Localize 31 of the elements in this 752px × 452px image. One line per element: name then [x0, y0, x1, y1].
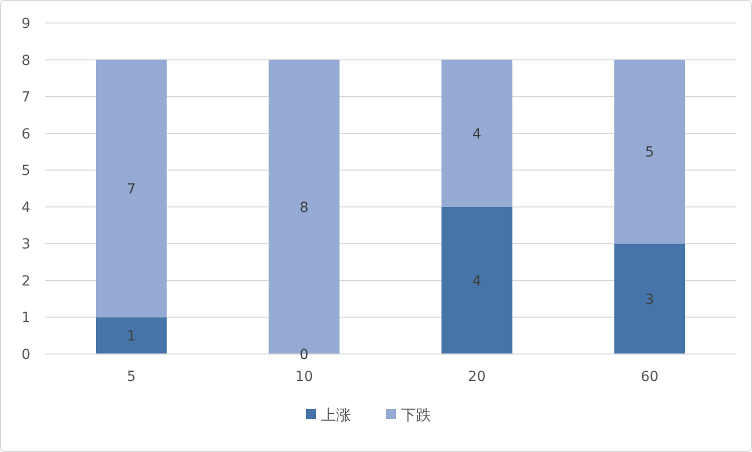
y-tick-label: 6 — [22, 126, 31, 142]
x-tick-label: 60 — [640, 369, 659, 385]
y-tick-label: 7 — [22, 90, 30, 106]
data-label: 4 — [472, 126, 482, 142]
y-tick-label: 3 — [22, 236, 30, 253]
y-tick-label: 9 — [22, 16, 30, 32]
legend-item: 下跌 — [386, 406, 431, 424]
x-tick-label: 10 — [295, 369, 314, 385]
y-tick-label: 0 — [22, 347, 30, 363]
data-label: 7 — [126, 182, 136, 198]
bar — [441, 60, 512, 207]
legend-label: 上涨 — [321, 406, 351, 424]
bar — [441, 206, 512, 354]
y-tick-label: 8 — [22, 52, 30, 69]
data-label: 3 — [645, 292, 654, 308]
bar — [614, 60, 686, 244]
y-tick-label: 4 — [22, 200, 31, 216]
y-tick-label: 1 — [22, 310, 30, 326]
data-label: 8 — [300, 200, 309, 216]
y-tick-label: 2 — [22, 273, 30, 290]
bar — [96, 60, 167, 318]
legend-label: 下跌 — [401, 406, 431, 424]
x-tick-label: 5 — [126, 369, 136, 385]
bar — [614, 244, 686, 354]
bar — [96, 317, 167, 354]
y-tick-label: 5 — [22, 163, 30, 180]
data-label: 4 — [472, 273, 482, 290]
data-label: 1 — [126, 328, 136, 345]
legend-item: 上涨 — [306, 406, 351, 424]
x-tick-label: 20 — [468, 369, 486, 385]
data-label: 5 — [645, 144, 654, 161]
